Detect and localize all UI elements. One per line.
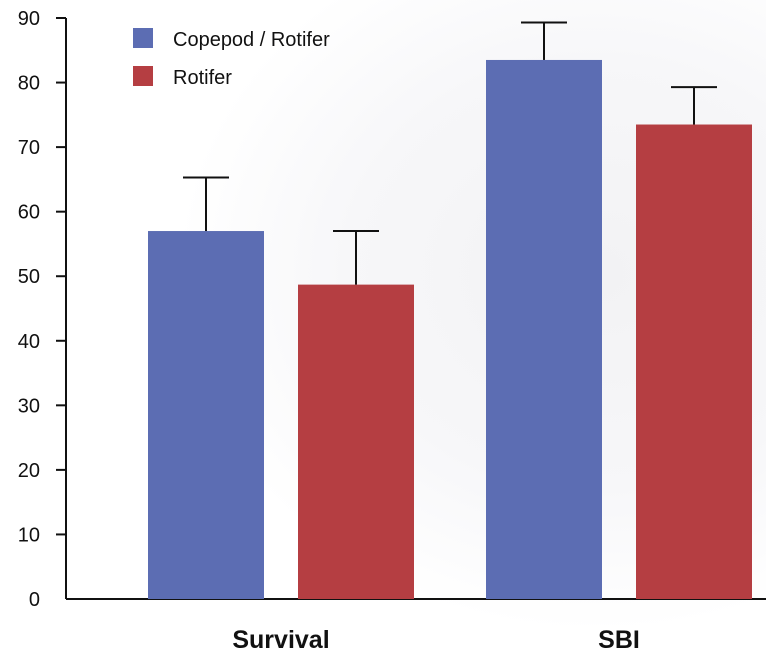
- legend-swatch: [133, 66, 153, 86]
- y-tick-label: 60: [18, 202, 40, 224]
- y-tick-label: 90: [18, 8, 40, 30]
- y-tick-label: 10: [18, 524, 40, 546]
- y-tick-label: 30: [18, 395, 40, 417]
- y-tick-label: 0: [29, 589, 40, 611]
- y-tick-label: 40: [18, 331, 40, 353]
- x-category-label: Survival: [232, 626, 329, 651]
- bar-copepod-rotifer-sbi: [486, 59, 602, 599]
- y-tick-label: 80: [18, 73, 40, 95]
- legend-label: Copepod / Rotifer: [173, 29, 330, 51]
- legend-swatch: [133, 28, 153, 48]
- bar-rotifer-sbi: [636, 124, 752, 600]
- legend-label: Rotifer: [173, 67, 232, 89]
- y-tick-label: 50: [18, 266, 40, 288]
- x-category-label: SBI: [598, 626, 640, 651]
- bar-copepod-rotifer-survival: [148, 231, 264, 600]
- y-tick-label: 70: [18, 137, 40, 159]
- y-tick-label: 20: [18, 460, 40, 482]
- bar-rotifer-survival: [298, 284, 414, 599]
